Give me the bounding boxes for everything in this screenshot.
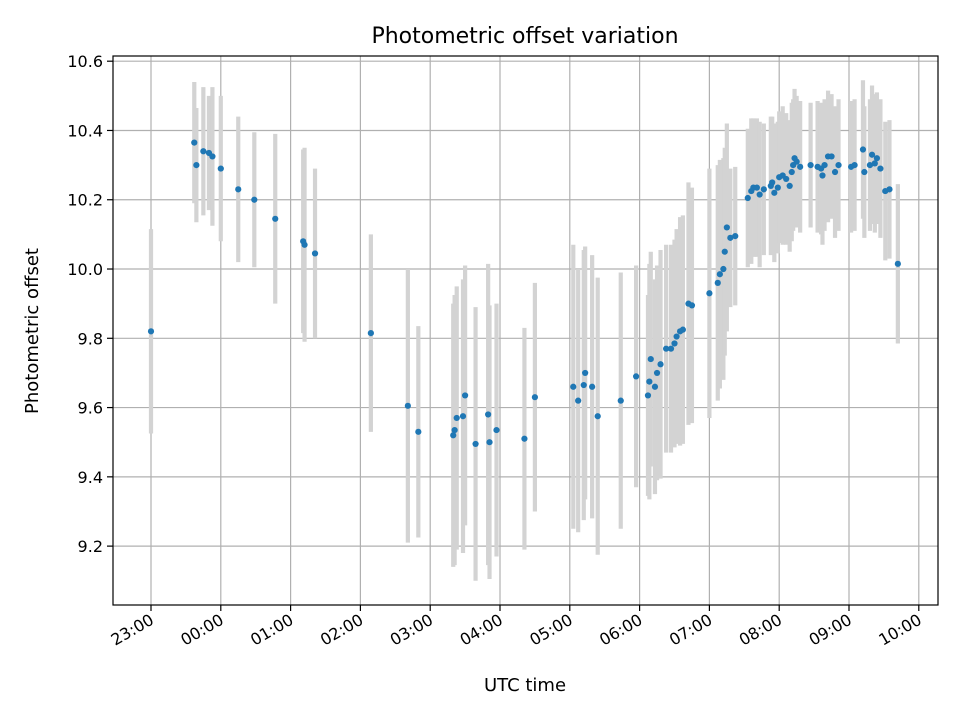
y-tick-label: 10.0 [67, 260, 103, 279]
data-point [793, 158, 800, 165]
data-point [367, 329, 374, 337]
data-point [251, 196, 258, 203]
data-points [147, 139, 901, 448]
data-point [459, 413, 467, 420]
y-tick-label: 9.6 [78, 399, 103, 418]
data-point [575, 397, 582, 404]
data-point [531, 394, 539, 401]
data-point [831, 168, 839, 176]
x-axis-label: UTC time [484, 675, 566, 696]
data-point [651, 383, 659, 390]
data-point [828, 153, 835, 160]
data-point [821, 162, 828, 169]
data-point [706, 290, 713, 297]
data-point [646, 378, 653, 385]
y-tick-label: 9.4 [78, 468, 103, 487]
data-point [663, 345, 670, 352]
data-point [835, 162, 842, 169]
data-point [886, 186, 893, 193]
data-point [486, 439, 493, 446]
data-point [756, 191, 763, 198]
data-point [493, 426, 500, 434]
data-point [859, 146, 867, 153]
data-point [788, 168, 795, 176]
data-point [644, 392, 652, 399]
data-point [415, 428, 422, 435]
data-point [147, 328, 155, 335]
data-point [301, 241, 308, 248]
data-point [673, 333, 680, 340]
data-point [582, 369, 589, 377]
y-tick-label: 9.2 [78, 537, 103, 556]
data-point [200, 148, 207, 155]
y-axis-label: Photometric offset [22, 248, 43, 414]
data-point [453, 414, 460, 422]
data-point [744, 194, 751, 202]
data-point [851, 162, 858, 169]
data-point [589, 383, 596, 390]
data-point [861, 168, 868, 176]
data-point [721, 248, 728, 255]
data-point [217, 165, 224, 172]
y-tick-label: 10.4 [67, 121, 103, 140]
data-point [720, 265, 727, 273]
data-point [580, 381, 587, 389]
chart-title: Photometric offset variation [371, 24, 678, 49]
data-point [462, 392, 469, 399]
data-point [797, 163, 804, 170]
y-tick-label: 10.6 [67, 52, 103, 71]
data-point [688, 302, 696, 309]
plot-frame [112, 55, 939, 606]
data-point [771, 189, 778, 196]
data-point [871, 160, 878, 167]
grid-lines [113, 56, 938, 605]
data-point [716, 271, 723, 278]
y-tick-label: 9.8 [78, 329, 103, 348]
data-point [451, 426, 458, 434]
data-point [783, 175, 790, 183]
data-point [671, 340, 678, 347]
data-point [272, 215, 279, 222]
data-point [191, 139, 198, 146]
data-point [723, 224, 730, 231]
data-point [667, 345, 675, 352]
data-point [570, 383, 577, 390]
data-point [594, 413, 601, 420]
data-point [877, 165, 884, 172]
data-point [769, 179, 776, 186]
data-point [311, 250, 319, 257]
data-point [235, 186, 242, 193]
data-point [819, 172, 826, 179]
y-tick-label: 10.2 [67, 191, 103, 210]
data-point [193, 162, 200, 169]
data-point [774, 184, 781, 191]
data-point [873, 155, 881, 162]
data-point [866, 162, 874, 169]
data-point [714, 279, 721, 286]
data-point [472, 440, 479, 448]
data-point [521, 435, 528, 442]
data-point [732, 233, 739, 240]
data-point [485, 411, 492, 418]
data-point [404, 402, 411, 409]
data-point [209, 153, 216, 160]
data-point [727, 234, 734, 241]
data-point [894, 260, 901, 267]
data-point [760, 186, 767, 193]
data-point [450, 432, 457, 439]
data-point [679, 326, 686, 333]
data-point [868, 151, 876, 158]
data-point [653, 369, 661, 377]
data-point [753, 184, 760, 191]
data-point [633, 373, 640, 380]
data-point [807, 162, 814, 169]
data-point [657, 361, 664, 368]
data-point [647, 355, 654, 363]
data-point [617, 397, 624, 404]
data-point [786, 182, 793, 189]
